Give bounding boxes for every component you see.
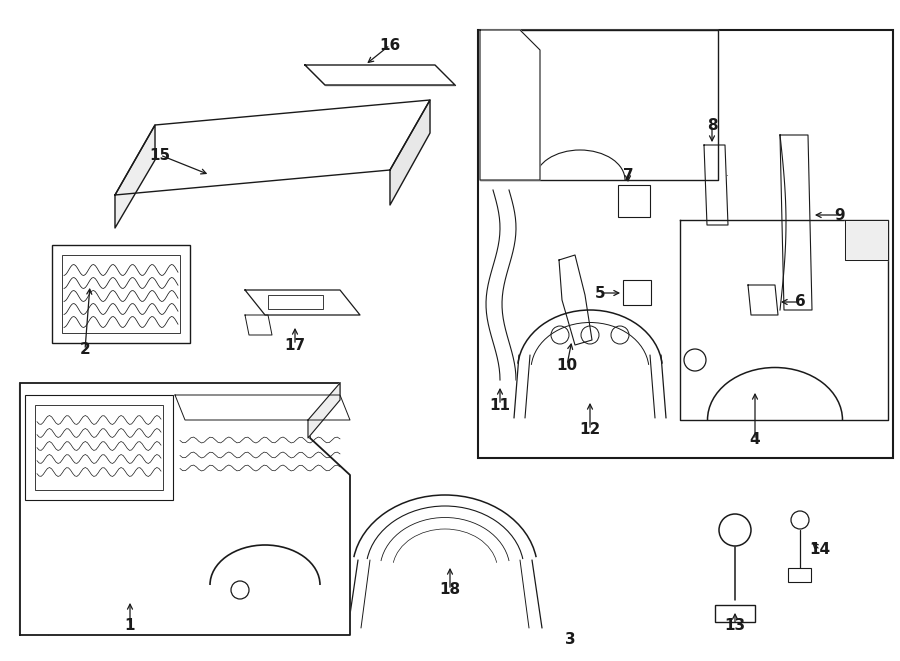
Text: 13: 13 [724,617,745,633]
Polygon shape [245,290,360,315]
Text: 12: 12 [580,422,600,438]
Bar [35,405,163,490]
Polygon shape [780,135,812,310]
Bar [268,295,323,309]
Text: 4: 4 [750,432,760,447]
Text: 1: 1 [125,617,135,633]
Polygon shape [115,125,155,228]
Bar [52,245,190,343]
Text: 11: 11 [490,397,510,412]
Polygon shape [845,220,888,260]
Text: 15: 15 [149,147,171,163]
Text: 18: 18 [439,582,461,598]
Bar [623,280,651,305]
Bar [478,30,893,458]
Polygon shape [175,395,350,420]
Polygon shape [308,383,340,438]
Polygon shape [748,285,778,315]
Text: 17: 17 [284,338,306,352]
Bar [715,605,755,622]
Bar [788,568,811,582]
Text: 6: 6 [795,295,806,309]
Text: 7: 7 [623,167,634,182]
Text: 9: 9 [834,208,845,223]
Polygon shape [20,383,350,635]
Text: 10: 10 [556,358,578,373]
Polygon shape [305,65,455,85]
Text: 3: 3 [564,633,575,648]
Polygon shape [390,100,430,205]
Polygon shape [245,315,272,335]
Text: 5: 5 [595,286,606,301]
Polygon shape [480,30,540,180]
Text: 8: 8 [706,118,717,132]
Polygon shape [680,220,888,420]
Polygon shape [704,145,728,225]
Polygon shape [559,255,592,345]
Text: 16: 16 [380,38,400,52]
Bar [618,185,650,217]
Polygon shape [115,100,430,195]
Bar [25,395,173,500]
Polygon shape [480,30,718,180]
Polygon shape [486,190,516,380]
Text: 14: 14 [809,543,831,557]
Text: 2: 2 [79,342,90,358]
Bar [62,255,180,333]
